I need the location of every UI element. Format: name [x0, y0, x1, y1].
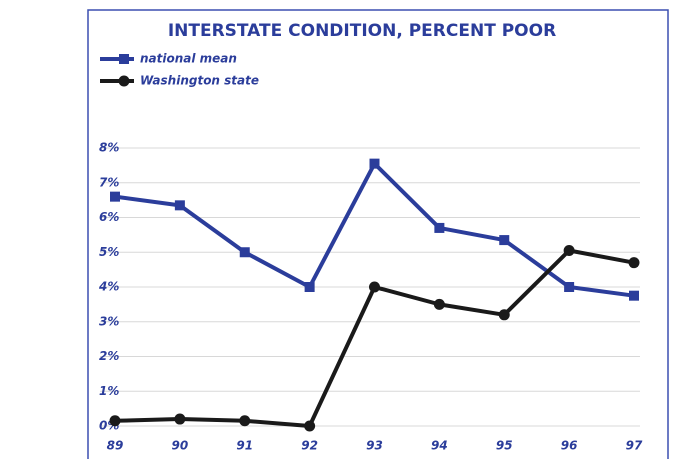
y-tick-label: 5%	[99, 245, 119, 259]
marker	[239, 247, 250, 258]
x-tick-label: 90	[172, 439, 189, 453]
x-tick-label: 89	[107, 439, 124, 453]
marker	[174, 413, 186, 425]
marker	[239, 415, 251, 427]
chart-title: INTERSTATE CONDITION, PERCENT POOR	[168, 21, 556, 41]
marker	[119, 54, 129, 64]
marker	[304, 420, 316, 432]
y-tick-label: 6%	[99, 210, 119, 224]
x-tick-label: 95	[496, 439, 513, 453]
marker	[109, 415, 121, 427]
frame	[87, 9, 669, 459]
series-line	[114, 161, 635, 298]
marker	[563, 245, 575, 257]
marker	[628, 257, 640, 269]
marker	[110, 191, 120, 202]
x-tick-label: 96	[561, 439, 578, 453]
marker	[118, 75, 130, 87]
marker	[629, 290, 639, 301]
marker	[564, 282, 575, 292]
x-tick-label: 91	[236, 439, 253, 453]
y-tick-label: 7%	[99, 175, 119, 189]
marker	[433, 298, 445, 310]
x-tick-label: 92	[301, 439, 318, 453]
y-tick-label: 4%	[98, 280, 119, 294]
marker	[304, 282, 315, 292]
legend-label: national mean	[140, 52, 237, 66]
y-tick-label: 1%	[99, 384, 119, 398]
marker	[369, 281, 380, 293]
x-tick-label: 94	[431, 439, 448, 453]
marker	[369, 158, 380, 169]
y-tick-label: 8%	[99, 141, 119, 155]
x-tick-label: 93	[366, 439, 383, 453]
y-tick-label: 2%	[99, 349, 119, 363]
marker	[434, 222, 445, 233]
marker	[174, 200, 185, 211]
marker	[499, 235, 510, 246]
y-tick-label: 3%	[99, 314, 119, 328]
legend-label: Washington state	[140, 74, 259, 88]
marker	[498, 309, 510, 321]
x-tick-label: 97	[626, 439, 643, 453]
